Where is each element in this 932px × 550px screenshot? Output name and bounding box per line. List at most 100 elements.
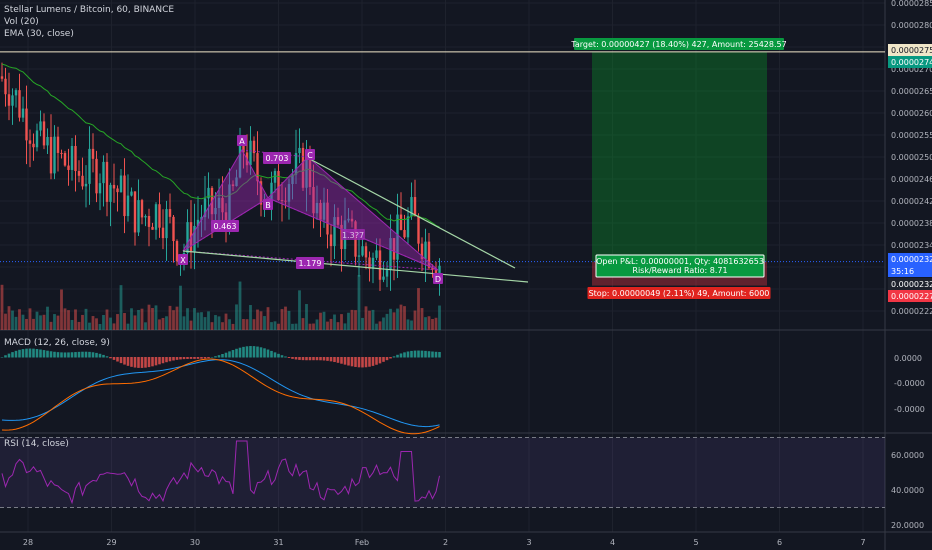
candle-body [249, 140, 252, 166]
target-label: Target: 0.00000427 (18.40%) 427, Amount:… [570, 38, 787, 50]
candle [35, 123, 39, 152]
volume-bar [98, 323, 102, 330]
price-tag: 35:16 [888, 265, 932, 277]
price-tag: 0.00002272 [888, 290, 932, 302]
candle-body [329, 234, 333, 247]
macd-bar [60, 352, 63, 358]
risk-reward-text: Risk/Reward Ratio: 8.71 [632, 266, 727, 275]
macd-bar [375, 357, 378, 365]
macd-bar [67, 352, 70, 358]
candle [25, 85, 28, 165]
candle-body [336, 217, 340, 225]
candle-body [39, 121, 42, 131]
pattern-ratio-bg [296, 257, 324, 269]
pattern-ratio-text: 0.463 [214, 222, 237, 231]
macd-bar [203, 357, 207, 359]
candle-body [60, 152, 63, 154]
macd-bar [172, 357, 175, 361]
volume-bar [207, 311, 210, 330]
candle [42, 113, 46, 150]
candle-body [392, 238, 396, 260]
volume-bar [420, 308, 424, 330]
macd-bar [154, 357, 158, 366]
candle-body [158, 204, 161, 228]
macd-bar [165, 357, 168, 363]
candle-body [322, 202, 326, 220]
pattern-ratio-bg [211, 220, 239, 232]
volume-bar [214, 315, 217, 330]
macd-bar [119, 357, 123, 364]
volume-bar [392, 312, 396, 330]
candle [427, 232, 431, 270]
volume-bar [431, 319, 434, 330]
open-pl-text: Open P&L: 0.00000001, Qty: 4081632653 [596, 257, 764, 266]
candle-body [140, 200, 144, 218]
candle-body [235, 177, 238, 187]
candle-body [105, 161, 109, 202]
volume-bar [396, 308, 399, 330]
volume-bar [165, 316, 168, 330]
price-tag-bg [888, 278, 932, 290]
price-tag: 0.00002321 [888, 278, 932, 290]
rsi-line [1, 440, 440, 505]
macd-bar [413, 350, 417, 358]
candle-body [378, 250, 382, 280]
rsi-band [0, 437, 885, 508]
open-pl-label: Open P&L: 0.00000001, Qty: 4081632653Ris… [595, 254, 765, 278]
volume-bar [231, 323, 235, 330]
volume-bar [266, 307, 270, 330]
volume-bar [88, 322, 91, 330]
ema-line [1, 63, 440, 228]
macd-bar [266, 349, 270, 358]
candle-body [172, 216, 175, 242]
candle-body [273, 170, 277, 183]
macd-bar [91, 352, 95, 358]
candle [21, 96, 25, 122]
macd-bar [361, 357, 364, 368]
macd-bar [336, 357, 340, 363]
macd-bar [273, 352, 277, 358]
macd-bar [18, 349, 21, 358]
volume-bar [84, 308, 88, 330]
volume-bar [123, 313, 126, 330]
price-tag-text: 0.00002321 [891, 280, 932, 289]
macd-bar [354, 357, 357, 367]
candle [137, 179, 140, 237]
candle-body [375, 250, 378, 258]
candle-body [42, 121, 46, 146]
volume-bar [252, 319, 256, 330]
vol-legend: Vol (20) [4, 17, 39, 27]
macd-bar [431, 351, 434, 358]
volume-bar [4, 313, 7, 330]
candle-body [319, 202, 322, 220]
candle-body [399, 214, 403, 230]
rsi-tick: 20.0000 [891, 521, 924, 530]
volume-bar [221, 322, 224, 330]
volume-bar [347, 312, 350, 330]
volume-bar [375, 323, 378, 330]
candle [49, 114, 53, 180]
candle-body [231, 184, 235, 187]
candle [147, 208, 151, 247]
macd-bar [147, 357, 151, 368]
pattern-ratio: 1.179 [296, 257, 324, 269]
volume-bar [256, 309, 259, 330]
macd-bar [291, 357, 294, 359]
candle-body [364, 246, 368, 258]
volume-bar [175, 306, 179, 330]
volume-bar [95, 318, 98, 330]
macd-bar [259, 347, 263, 358]
volume-bar [371, 309, 375, 330]
macd-bar [322, 357, 326, 361]
macd-bar [343, 357, 347, 365]
macd-bar [252, 346, 256, 358]
candle [287, 178, 291, 220]
time-tick: 4 [610, 538, 615, 547]
candle [77, 160, 81, 183]
candle [417, 213, 420, 252]
